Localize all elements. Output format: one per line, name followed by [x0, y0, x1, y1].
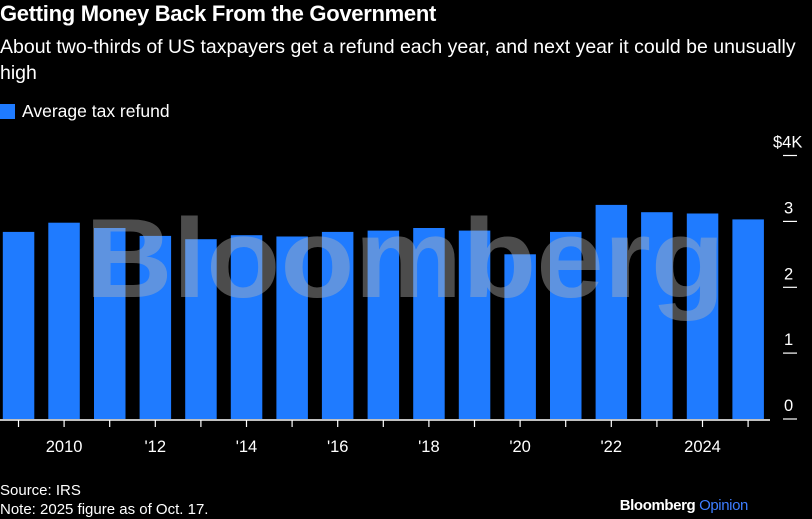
bar-2018 — [413, 228, 445, 419]
bar-2012 — [139, 235, 172, 419]
bar-2024 — [686, 213, 719, 419]
bar-2015 — [276, 236, 308, 419]
bar-2017 — [367, 230, 400, 419]
bar-series — [2, 204, 764, 419]
legend-swatch — [0, 104, 15, 119]
x-tick-label: '14 — [236, 438, 258, 456]
y-tick-label: 1 — [784, 331, 793, 349]
bar-2020 — [504, 254, 536, 419]
y-tick-label: 2 — [784, 265, 793, 283]
bar-2011 — [94, 228, 126, 419]
watermark: Bloomberg — [85, 196, 725, 321]
y-tick-label: $4K — [773, 134, 802, 152]
bar-2021 — [550, 231, 582, 419]
legend: Average tax refund — [0, 101, 170, 122]
watermark-text: Bloomberg — [85, 196, 725, 321]
source-text: Source: IRS — [0, 482, 81, 499]
brand-name: Bloomberg — [619, 497, 696, 514]
chart-subtitle: About two-thirds of US taxpayers get a r… — [0, 36, 796, 84]
x-tick-label: 2024 — [684, 438, 721, 456]
x-tick-label: 2010 — [46, 438, 83, 456]
legend-label: Average tax refund — [22, 101, 170, 121]
y-axis: 0 1 2 3 $4K — [773, 134, 802, 420]
brand-section: Opinion — [699, 497, 748, 514]
x-axis: 2010 '12 '14 '16 '18 '20 '22 2024 — [0, 419, 770, 456]
bar-2023 — [641, 212, 673, 419]
bar-2013 — [185, 239, 217, 419]
x-tick-label: '18 — [418, 438, 440, 456]
x-tick-label: '20 — [509, 438, 531, 456]
bar-2019 — [458, 230, 491, 419]
brand-logo: Bloomberg Opinion — [619, 497, 749, 514]
y-tick-label: 3 — [784, 199, 793, 217]
bar-2009 — [2, 231, 35, 419]
bar-2010 — [48, 222, 80, 419]
x-tick-label: '16 — [327, 438, 349, 456]
bar-2025 — [732, 219, 764, 419]
chart-title: Getting Money Back From the Government — [0, 1, 437, 26]
y-tick-label: 0 — [784, 397, 793, 415]
note-text: Note: 2025 figure as of Oct. 17. — [0, 501, 209, 518]
bar-2016 — [321, 231, 354, 419]
x-tick-label: '22 — [601, 438, 623, 456]
x-tick-label: '12 — [145, 438, 167, 456]
bar-2014 — [230, 235, 263, 419]
bar-2022 — [595, 204, 628, 419]
source-note: Source: IRS Note: 2025 figure as of Oct.… — [0, 481, 208, 519]
